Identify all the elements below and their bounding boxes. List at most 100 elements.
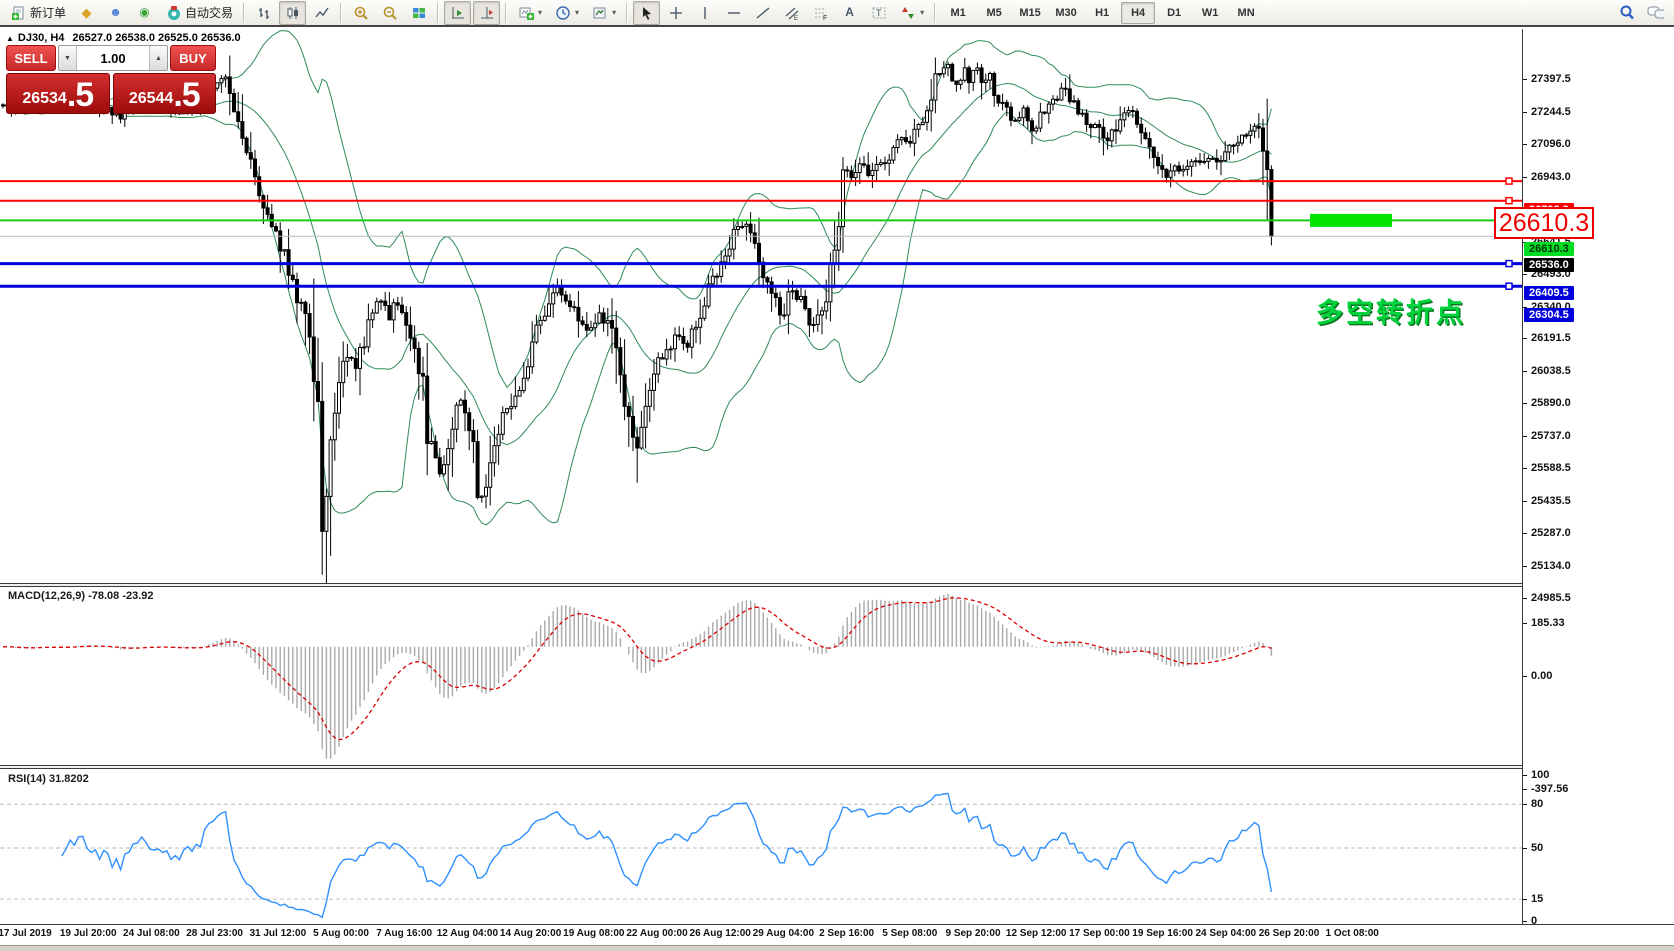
candle-body [1156,157,1160,167]
text-button[interactable]: A [836,1,863,25]
bar-chart-button[interactable] [250,1,277,25]
candle-body [400,304,404,314]
tf-h1-button[interactable]: H1 [1085,2,1119,24]
arrows-button[interactable]: ▾ [894,1,929,25]
chart-shift-button[interactable] [473,0,501,25]
metaeditor-button[interactable]: ◆ [73,1,100,25]
sell-price-display[interactable]: 26534.5 [6,73,110,114]
chat-button[interactable] [1642,1,1669,25]
period-selector-button[interactable]: ▾ [549,1,584,25]
candle-body [1185,165,1190,170]
new-order-button[interactable]: 新订单 [5,1,71,25]
candle-body [1252,125,1257,132]
tf-mn-button[interactable]: MN [1229,2,1263,24]
fibo-icon: F [812,4,829,21]
highlight-box[interactable] [1310,213,1392,227]
candle-body [1235,142,1240,146]
candle-body [1009,106,1013,121]
tick-mark [1523,306,1527,308]
candle-body [227,76,232,94]
tf-m5-button[interactable]: M5 [977,2,1011,24]
candle-body [929,99,934,112]
volume-decrease-icon[interactable]: ▼ [59,46,77,70]
signals-button[interactable]: ◉ [131,1,158,25]
sell-button[interactable]: SELL [6,45,56,71]
zoom-out-button[interactable] [376,1,403,25]
dropdown-arrow-icon[interactable]: ▾ [920,8,925,17]
chart-annotation-text[interactable]: 多空转折点 [1316,298,1466,328]
time-axis-label: 17 Sep 00:00 [1069,928,1130,939]
line-anchor-handle[interactable] [1505,177,1513,185]
cursor-button[interactable] [633,0,661,25]
search-icon [1618,4,1635,21]
zoom-in-button[interactable] [347,1,374,25]
main-price-chart[interactable] [0,30,1522,583]
chart-title: ▲ DJ30, H4 26527.0 26538.0 26525.0 26536.0 [6,32,241,44]
equidistant-channel-button[interactable]: E [778,1,805,25]
candle-body [311,336,316,382]
buy-button[interactable]: BUY [170,45,216,71]
candle-body [643,405,648,428]
price-tag: 26409.5 [1524,285,1574,300]
crosshair-button[interactable] [662,1,689,25]
fibonacci-button[interactable]: F [807,1,834,25]
candle-body [904,137,908,143]
search-button[interactable] [1613,1,1640,25]
macd-indicator-panel[interactable] [0,586,1522,765]
trendline-button[interactable] [749,1,776,25]
trendline-icon [754,4,771,21]
panel-separator[interactable] [0,765,1674,769]
tick-mark [1523,804,1527,806]
line-anchor-handle[interactable] [1505,282,1513,290]
buy-price-display[interactable]: 26544.5 [112,73,216,114]
volume-increase-icon[interactable]: ▲ [149,46,167,70]
candle-body [1130,110,1135,112]
tick-mark [1523,899,1527,901]
candle-body [1256,125,1261,129]
candle-body [500,412,505,435]
dropdown-arrow-icon[interactable]: ▾ [575,8,580,17]
time-axis[interactable]: 17 Jul 2019 19 Jul 20:00 24 Jul 08:00 28 Ju… [0,926,1674,944]
autoscroll-button[interactable] [444,0,472,25]
price-axis[interactable]: 27397.527244.527096.026943.026641.526493… [1523,29,1674,927]
new-chart-button[interactable]: ▾ [512,1,547,25]
tf-m30-button[interactable]: M30 [1049,2,1083,24]
tf-m1-button[interactable]: M1 [941,2,975,24]
autotrading-button[interactable]: 自动交易 [160,1,238,25]
panel-separator[interactable] [0,583,1674,587]
line-chart-button[interactable] [308,1,335,25]
tf-d1-button[interactable]: D1 [1157,2,1191,24]
expander-icon[interactable]: ▲ [6,34,14,43]
toolbar-separator [437,2,440,23]
candlestick-button[interactable] [279,0,307,25]
tick-mark [1523,143,1527,145]
dropdown-arrow-icon[interactable]: ▾ [538,8,543,17]
candle-body [983,79,988,83]
line-anchor-handle[interactable] [1505,259,1513,268]
horizontal-line-button[interactable] [720,1,747,25]
vertical-line-button[interactable] [691,1,718,25]
hosting-button[interactable]: ☻ [102,1,129,25]
tf-w1-button[interactable]: W1 [1193,2,1227,24]
candle-body [836,226,841,251]
time-axis-label: 24 Sep 04:00 [1195,928,1257,939]
tf-m15-button[interactable]: M15 [1013,2,1047,24]
templates-button[interactable]: ▾ [586,1,621,25]
chart-window[interactable]: 27397.527244.527096.026943.026641.526493… [0,29,1674,951]
candle-body [841,169,845,228]
candle-body [362,346,367,349]
rsi-indicator-panel[interactable] [0,769,1522,923]
price-axis-border [1522,29,1523,924]
tf-h4-button[interactable]: H4 [1121,1,1156,24]
volume-input[interactable]: 1.00 [77,46,149,70]
dropdown-arrow-icon[interactable]: ▾ [612,8,617,17]
highlighted-price-callout[interactable]: 26610.3 [1494,207,1594,239]
candle-body [534,324,539,343]
line-anchor-handle[interactable] [1505,196,1513,205]
candle-body [458,399,463,406]
text-label-button[interactable]: T [865,1,892,25]
bollinger-middle-band [23,82,1272,446]
candle-body [408,324,413,339]
tile-windows-button[interactable] [405,1,432,25]
bars-icon [255,4,272,21]
